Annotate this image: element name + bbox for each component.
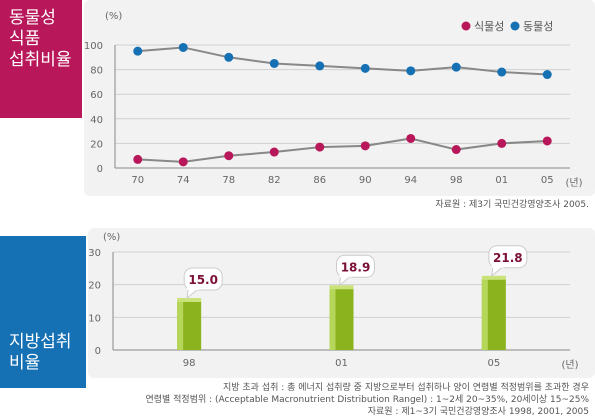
y-tick-label: 80	[90, 66, 103, 77]
x-tick-label: 01	[495, 175, 508, 186]
data-point	[542, 70, 552, 80]
legend-label: 식물성	[474, 20, 504, 33]
x-axis-unit: (년)	[565, 177, 582, 189]
bar-chart-note-line: 자료원 : 제1~3기 국민건강영양조사 1998, 2001, 2005	[367, 407, 589, 417]
bar-highlight	[329, 288, 336, 350]
data-point	[497, 138, 507, 148]
y-tick-label: 0	[95, 346, 101, 357]
y-tick-label: 30	[88, 248, 101, 259]
legend-marker	[461, 21, 471, 31]
data-point	[269, 58, 279, 68]
x-axis-unit: (년)	[561, 359, 578, 371]
data-point	[133, 154, 143, 164]
bottom-title-line: 비율	[9, 353, 41, 373]
legend-label: 동물성	[523, 20, 553, 33]
data-label: 21.8	[493, 251, 523, 265]
data-point	[269, 147, 279, 157]
data-label-pointer	[186, 288, 200, 300]
x-tick-label: 70	[131, 175, 144, 186]
data-label-pointer-mask	[339, 274, 352, 278]
x-tick-label: 05	[541, 175, 554, 186]
data-label-bubble	[336, 254, 375, 278]
bar-chart-note-line: 연령별 적정범위 : (Acceptable Macronutrient Dis…	[145, 395, 589, 405]
data-point	[133, 46, 143, 56]
x-tick-label: 90	[359, 175, 372, 186]
bar-highlight	[481, 278, 488, 350]
data-point	[542, 136, 552, 146]
bar-top	[177, 298, 202, 302]
y-tick-label: 60	[90, 90, 103, 101]
bar-chart-note-line: 지방 초과 섭취 : 총 에너지 섭취량 중 지방으로부터 섭취하나 양이 연령…	[222, 383, 589, 393]
x-tick-label: 82	[268, 175, 281, 186]
data-label: 18.9	[341, 260, 371, 274]
y-tick-label: 0	[97, 164, 103, 175]
data-point	[178, 42, 188, 52]
data-point	[224, 52, 234, 62]
top-title-line: 섭취비율	[9, 50, 72, 70]
top-title-line: 식품	[9, 29, 41, 49]
top-chart-title: 동물성 식품 섭취비율	[0, 0, 82, 118]
x-tick-label: 98	[450, 175, 463, 186]
x-tick-label: 94	[404, 175, 417, 186]
line-chart-source: 자료원 : 제3기 국민건강영양조사 2005.	[435, 200, 589, 210]
bottom-chart-title: 지방섭취 비율	[0, 236, 86, 388]
data-label-pointer-mask	[187, 287, 200, 290]
series-line	[137, 137, 548, 163]
x-tick-label: 74	[177, 175, 190, 186]
y-tick-label: 20	[90, 139, 103, 150]
legend-marker	[510, 21, 520, 31]
data-label: 15.0	[188, 273, 218, 287]
y-tick-label: 100	[84, 41, 103, 52]
bar-highlight	[177, 301, 184, 350]
data-point	[451, 145, 461, 155]
data-point	[315, 142, 325, 152]
y-tick-label: 10	[88, 313, 101, 324]
data-point	[497, 67, 507, 77]
x-tick-label: 98	[183, 358, 196, 369]
data-label-pointer	[338, 275, 352, 287]
series-line	[137, 46, 548, 76]
data-point	[360, 141, 370, 151]
data-point	[406, 133, 416, 143]
y-axis-unit: (%)	[105, 11, 122, 22]
x-tick-label: 86	[313, 175, 326, 186]
y-tick-label: 40	[90, 115, 103, 126]
y-tick-label: 20	[88, 281, 101, 292]
x-tick-label: 05	[487, 358, 500, 369]
line-chart-panel	[84, 0, 595, 196]
bar-top	[481, 275, 506, 280]
bar-chart-notes: 지방 초과 섭취 : 총 에너지 섭취량 중 지방으로부터 섭취하나 양이 연령…	[145, 382, 589, 418]
data-label-pointer	[491, 266, 505, 277]
data-point	[360, 63, 370, 73]
data-label-bubble	[488, 245, 528, 269]
top-title-line: 동물성	[9, 8, 56, 28]
data-point	[451, 62, 461, 72]
y-axis-unit: (%)	[103, 232, 120, 243]
data-point	[406, 66, 416, 76]
data-point	[315, 61, 325, 71]
data-label-pointer-mask	[491, 264, 504, 268]
data-point	[178, 157, 188, 167]
x-tick-label: 78	[222, 175, 235, 186]
data-label-bubble	[183, 267, 223, 291]
x-tick-label: 01	[335, 358, 348, 369]
bottom-title-line: 지방섭취	[9, 332, 72, 352]
bar-top	[329, 285, 354, 290]
data-point	[224, 151, 234, 161]
